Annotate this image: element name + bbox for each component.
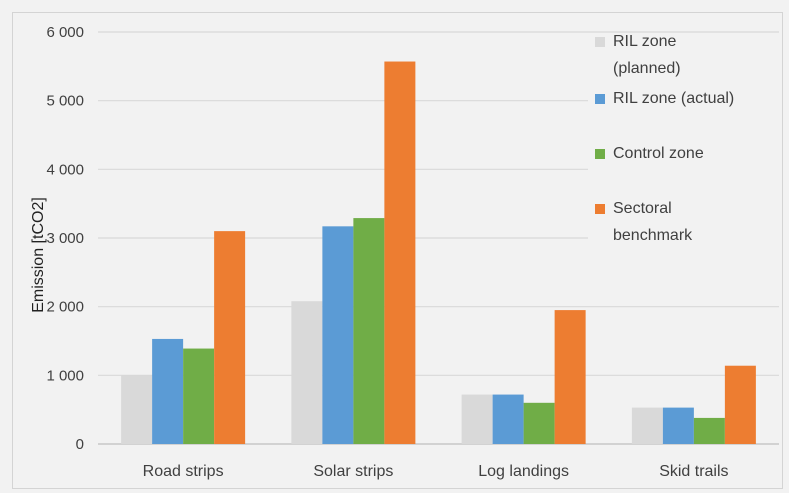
bar-3-2	[353, 218, 385, 444]
legend-swatch-4	[595, 204, 605, 214]
y-tick-label: 4 000	[46, 161, 84, 178]
x-category-label: Road strips	[143, 463, 224, 480]
legend-label: Sectoral	[613, 200, 672, 217]
bar-1-3	[461, 394, 493, 444]
y-tick-label: 1 000	[46, 367, 84, 384]
bar-3-1	[183, 348, 215, 444]
bar-1-4	[631, 407, 663, 444]
y-tick-label: 2 000	[46, 299, 84, 316]
bar-4-4	[724, 365, 756, 444]
legend-swatch-2	[595, 94, 605, 104]
bar-3-3	[523, 402, 555, 444]
legend-label: Control zone	[613, 145, 704, 162]
legend-label: RIL zone (actual)	[613, 90, 734, 107]
bar-3-4	[693, 417, 725, 444]
y-tick-label: 6 000	[46, 24, 84, 41]
legend-label: (planned)	[613, 60, 681, 77]
y-axis-title: Emission [tCO2]	[30, 197, 47, 313]
bar-1-2	[291, 301, 323, 444]
y-tick-label: 3 000	[46, 230, 84, 247]
bar-2-1	[152, 338, 184, 444]
bar-4-1	[214, 231, 246, 444]
legend-swatch-3	[595, 149, 605, 159]
bar-2-2	[322, 226, 354, 444]
bar-2-4	[662, 407, 694, 444]
bar-1-1	[121, 375, 153, 444]
bar-4-3	[554, 310, 586, 444]
legend-swatch-1	[595, 37, 605, 47]
bar-4-2	[384, 61, 416, 444]
y-tick-label: 0	[76, 436, 84, 453]
legend-label: RIL zone	[613, 33, 677, 50]
legend-box	[588, 34, 780, 256]
x-category-label: Log landings	[478, 463, 569, 480]
legend-label: benchmark	[613, 227, 693, 244]
x-category-label: Solar strips	[313, 463, 393, 480]
bar-2-3	[492, 394, 524, 444]
y-tick-label: 5 000	[46, 93, 84, 110]
x-category-label: Skid trails	[659, 463, 728, 480]
